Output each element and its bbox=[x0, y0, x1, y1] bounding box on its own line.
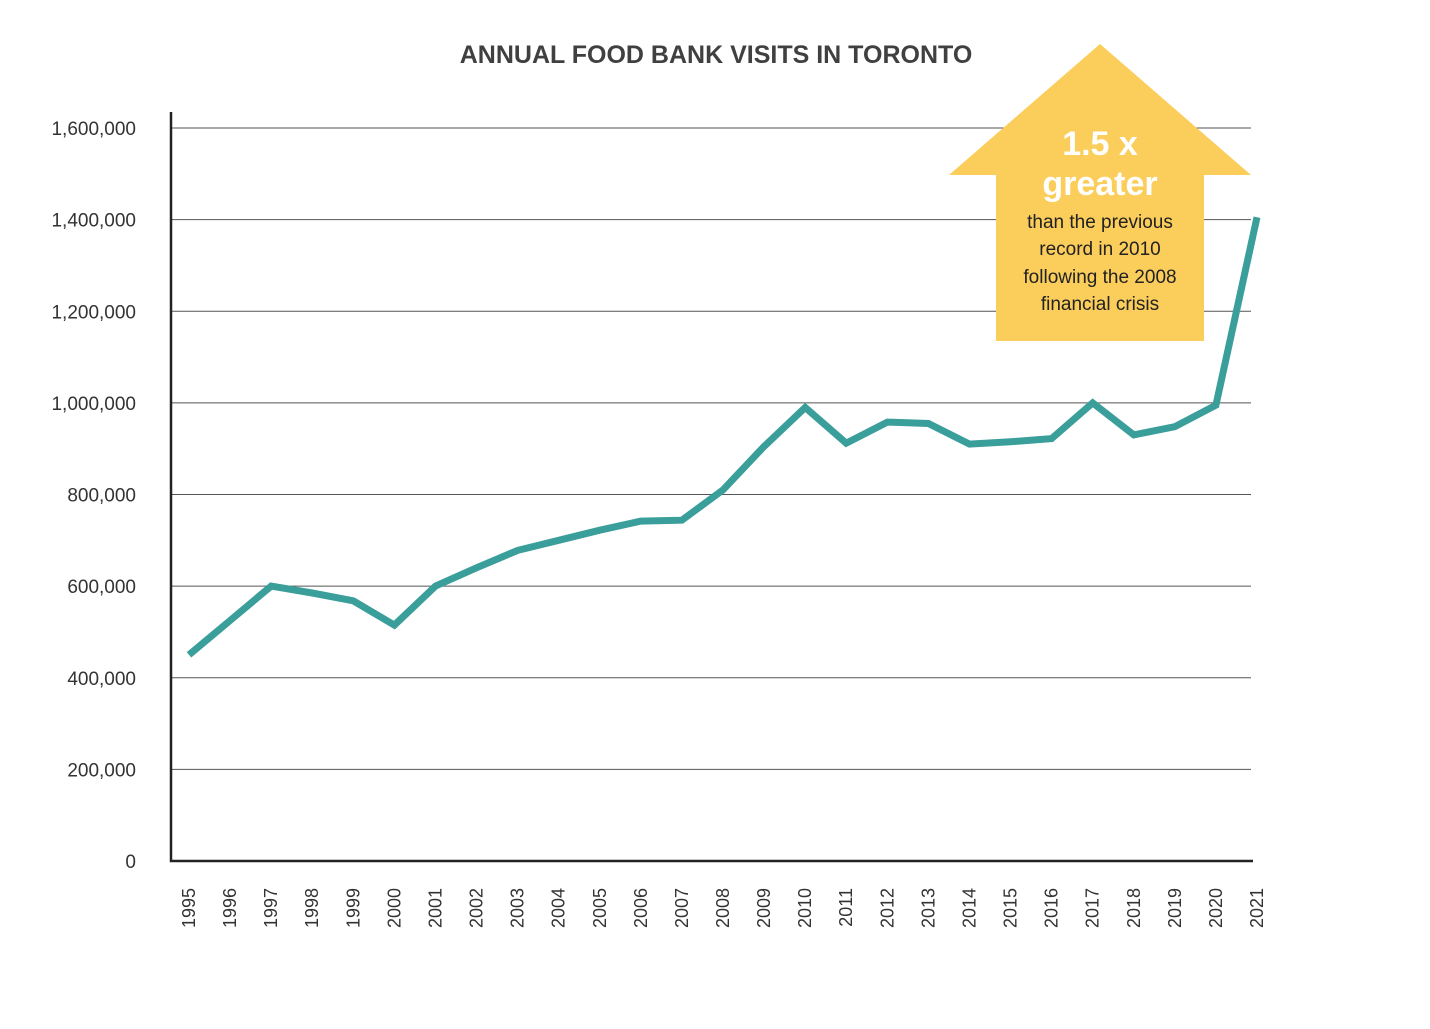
chart-title: ANNUAL FOOD BANK VISITS IN TORONTO bbox=[460, 41, 973, 69]
callout-line: following the 2008 bbox=[1023, 267, 1176, 288]
y-tick-label: 1,400,000 bbox=[51, 211, 136, 232]
x-tick-label: 1998 bbox=[302, 888, 322, 928]
x-tick-label: 2005 bbox=[590, 888, 610, 928]
x-tick-label: 2010 bbox=[795, 888, 815, 928]
callout-headline: 1.5 x bbox=[1062, 125, 1138, 163]
callout-arrow: 1.5 x greater than the previous record i… bbox=[949, 44, 1251, 341]
series-layer bbox=[186, 216, 1261, 658]
x-tick-label: 1997 bbox=[261, 888, 281, 928]
x-tick-label: 2018 bbox=[1124, 888, 1144, 928]
x-tick-label: 2020 bbox=[1206, 888, 1226, 928]
x-tick-label: 2003 bbox=[508, 888, 528, 928]
x-tick-label: 2004 bbox=[549, 888, 569, 928]
x-tick-label: 2001 bbox=[425, 888, 445, 928]
callout-line: record in 2010 bbox=[1039, 239, 1160, 260]
x-tick-label: 2012 bbox=[877, 888, 897, 928]
callout-arrow-shape bbox=[949, 44, 1251, 341]
y-tick-label: 600,000 bbox=[67, 577, 136, 598]
x-tick-label: 1995 bbox=[179, 888, 199, 928]
x-tick-label: 2002 bbox=[467, 888, 487, 928]
x-tick-label: 2008 bbox=[713, 888, 733, 928]
x-tick-label: 2013 bbox=[918, 888, 938, 928]
x-tick-label: 2017 bbox=[1083, 888, 1103, 928]
x-tick-label: 2019 bbox=[1165, 888, 1185, 928]
axis-lines bbox=[169, 112, 1253, 863]
x-tick-label: 1996 bbox=[220, 888, 240, 928]
grid-layer bbox=[171, 127, 1251, 770]
x-tick-label: 2006 bbox=[631, 888, 651, 928]
y-tick-labels: 0 200,000 400,000 600,000 800,000 1,000,000 1,… bbox=[51, 119, 136, 873]
y-tick-label: 800,000 bbox=[67, 486, 136, 507]
y-tick-label: 1,600,000 bbox=[51, 119, 136, 140]
y-tick-label: 1,000,000 bbox=[51, 394, 136, 415]
callout-line: than the previous bbox=[1027, 212, 1173, 233]
y-tick-label: 200,000 bbox=[67, 760, 136, 781]
x-tick-labels: 1995 1996 1997 1998 1999 2000 2001 2002 2003 2004… bbox=[179, 888, 1267, 928]
x-tick-label: 2021 bbox=[1247, 888, 1267, 928]
y-tick-label: 0 bbox=[125, 852, 136, 873]
x-tick-label: 2007 bbox=[672, 888, 692, 928]
x-tick-label: 2016 bbox=[1042, 888, 1062, 928]
x-tick-label: 2009 bbox=[754, 888, 774, 928]
y-tick-label: 1,200,000 bbox=[51, 302, 136, 323]
callout-line: financial crisis bbox=[1041, 294, 1159, 315]
x-tick-label: 2000 bbox=[384, 888, 404, 928]
y-tick-label: 400,000 bbox=[67, 669, 136, 690]
x-tick-label: 2011 bbox=[836, 888, 856, 927]
x-tick-label: 2015 bbox=[1001, 888, 1021, 928]
x-tick-label: 2014 bbox=[959, 888, 979, 928]
x-tick-label: 1999 bbox=[343, 888, 363, 928]
series-line bbox=[186, 216, 1261, 658]
callout-subhead: greater bbox=[1042, 165, 1157, 203]
